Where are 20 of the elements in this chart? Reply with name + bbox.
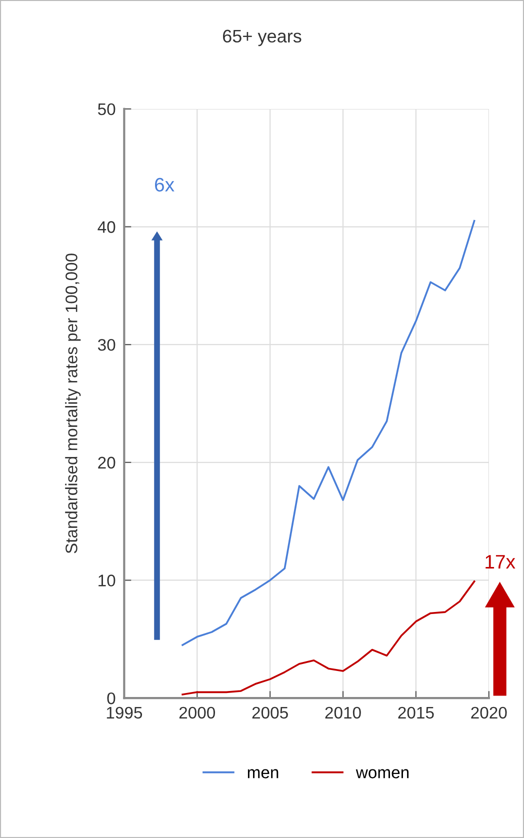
x-tick-label: 2005 — [252, 706, 288, 719]
y-axis-title: Standardised mortality rates per 100,000 — [65, 254, 81, 554]
y-tick-label: 20 — [98, 456, 116, 469]
y-tick-label: 0 — [107, 692, 116, 704]
x-tick-label: 2010 — [325, 706, 361, 719]
x-tick-label: 1995 — [106, 706, 142, 719]
chart-title: 65+ years — [223, 30, 302, 46]
x-tick-label: 2020 — [471, 706, 507, 719]
x-tick-label: 2015 — [398, 706, 434, 719]
y-tick-label: 50 — [98, 103, 116, 116]
x-tick-label: 2000 — [179, 706, 216, 719]
y-tick-label: 30 — [98, 338, 116, 351]
line-series — [182, 220, 476, 646]
line-series — [182, 580, 476, 696]
y-tick-label: 10 — [98, 574, 116, 586]
annotation: 6x — [155, 178, 174, 192]
y-tick-label: 40 — [98, 221, 116, 233]
annotation: 17x — [486, 555, 516, 568]
legend-label: men — [248, 769, 278, 778]
legend-label: women — [356, 769, 409, 778]
